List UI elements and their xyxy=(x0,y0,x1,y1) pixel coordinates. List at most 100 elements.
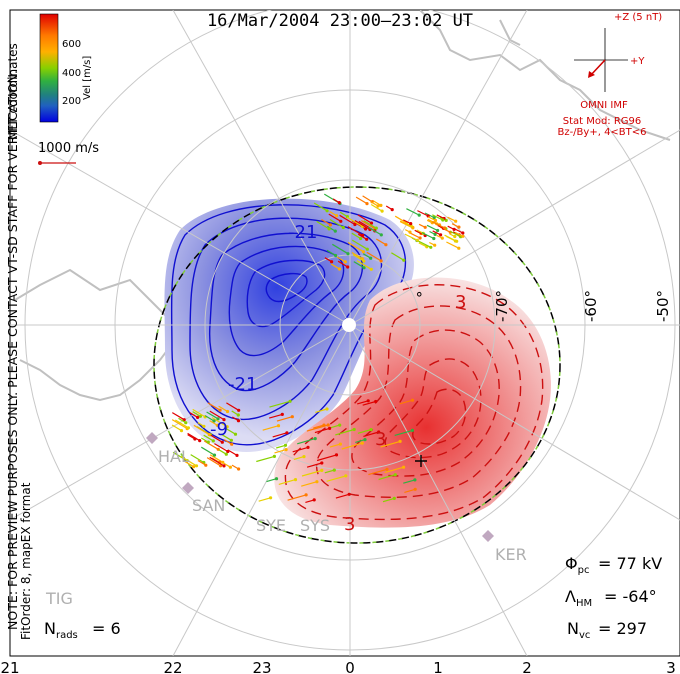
vector-line xyxy=(449,230,461,238)
imf-bz-label: +Z (5 nT) xyxy=(614,12,662,23)
vector-line xyxy=(380,440,401,448)
vector-line xyxy=(444,234,457,242)
vector-line xyxy=(454,228,464,234)
vector-line xyxy=(370,203,383,212)
vector-line xyxy=(316,454,337,462)
vector-line xyxy=(292,446,309,453)
vector-line xyxy=(324,469,335,474)
vector-line xyxy=(171,412,185,421)
vector-line xyxy=(306,462,322,468)
side-note: NOTE: FOR PREVIEW PURPOSES ONLY. PLEASE … xyxy=(6,43,33,640)
potential-max-marker xyxy=(415,455,427,467)
vector-line xyxy=(363,220,377,229)
vector-line xyxy=(394,429,413,436)
colorbar-tick: 400 xyxy=(62,68,81,79)
vector-line xyxy=(418,223,426,228)
vector-line xyxy=(335,428,355,436)
vector-line xyxy=(209,410,225,421)
vector-line xyxy=(355,196,368,205)
vector-line xyxy=(368,226,382,236)
vector-line xyxy=(329,218,344,229)
vector-line xyxy=(297,438,316,445)
vector-line xyxy=(432,214,444,221)
station-label: KER xyxy=(495,545,527,564)
vector-line xyxy=(436,214,445,220)
vector-line xyxy=(224,427,236,435)
imf-dial: +Z (5 nT) +Y OMNI IMF Stat Mod: RG96 Bz-… xyxy=(557,12,662,138)
vector-line xyxy=(437,224,444,229)
vector-line xyxy=(200,446,215,456)
lambda-hm-value: = -64° xyxy=(604,587,657,606)
vector-line xyxy=(403,219,411,225)
colorbar-label: Vel [m/s] xyxy=(82,56,93,100)
vector-line xyxy=(368,468,388,476)
vector-line xyxy=(341,442,363,450)
vector-line xyxy=(421,232,435,240)
map-title: 16/Mar/2004 23:00–23:02 UT xyxy=(207,11,473,31)
station-label: HAL xyxy=(158,447,190,466)
vector-line xyxy=(394,215,407,224)
vector-line xyxy=(418,242,428,248)
reference-vector-label: 1000 m/s xyxy=(38,141,99,156)
vector-line xyxy=(313,424,325,429)
vector-line xyxy=(391,252,405,261)
lat-label: -50° xyxy=(654,290,672,322)
vector-line xyxy=(174,419,189,429)
vector-line xyxy=(347,226,364,236)
vector-line xyxy=(347,241,364,253)
vector-line xyxy=(269,413,283,419)
vector-line xyxy=(192,408,206,418)
vector-line xyxy=(447,225,455,230)
vector-line xyxy=(278,479,296,485)
vector-line xyxy=(183,460,194,468)
vector-line xyxy=(327,225,336,232)
vector-line xyxy=(328,213,342,222)
vector-line xyxy=(269,400,291,408)
vector-line xyxy=(362,195,373,203)
vector-line xyxy=(449,233,456,238)
vector-line xyxy=(436,234,443,239)
vector-line xyxy=(218,449,227,455)
vector-line xyxy=(399,399,413,405)
reference-vector: 1000 m/s xyxy=(38,141,99,165)
vector-line xyxy=(404,488,416,493)
vector-line xyxy=(451,223,460,228)
vector-line xyxy=(208,433,223,443)
vector-line xyxy=(214,443,229,453)
nvc-value: = 297 xyxy=(598,619,647,638)
vector-line xyxy=(203,440,219,450)
vector-line xyxy=(262,425,279,431)
vector-line xyxy=(329,210,337,217)
vector-line xyxy=(446,241,460,249)
vector-line xyxy=(360,219,376,230)
vector-line xyxy=(189,412,198,418)
vector-line xyxy=(178,417,187,424)
vector-line xyxy=(362,400,376,406)
vector-line xyxy=(455,232,464,237)
imf-model-line2: Bz-/By+, 4<BT<6 xyxy=(557,127,646,138)
contour-label: -21 xyxy=(228,374,257,395)
mlt-label: 21 xyxy=(0,659,19,674)
contour-label: 3 xyxy=(375,429,386,450)
coordinate-grid xyxy=(10,10,680,656)
mlt-label: 0 xyxy=(345,659,355,674)
station-label: SYS xyxy=(300,516,330,535)
mlt-axis: 21 22 23 0 1 2 3 xyxy=(0,659,675,674)
vector-line xyxy=(405,222,412,227)
vector-line xyxy=(324,257,332,263)
vector-line xyxy=(406,208,420,216)
station-label: TIG xyxy=(45,589,73,608)
vector-line xyxy=(339,211,348,218)
vector-line xyxy=(276,444,286,449)
station-labels: HAL SAN SYE SYS KER TIG xyxy=(45,447,527,608)
vector-line xyxy=(385,205,393,211)
vector-line xyxy=(426,219,433,224)
map-statistics: Φpc = 77 kV ΛHM = -64° Nvc = 297 Nrads =… xyxy=(44,554,662,641)
vector-line xyxy=(351,232,361,240)
vector-line xyxy=(274,449,287,454)
mlt-label: 22 xyxy=(163,659,182,674)
pole-marker xyxy=(342,318,356,332)
imf-model-line1: Stat Mod: RG96 xyxy=(563,116,642,127)
vector-line xyxy=(352,254,365,262)
vector-line xyxy=(375,238,387,246)
